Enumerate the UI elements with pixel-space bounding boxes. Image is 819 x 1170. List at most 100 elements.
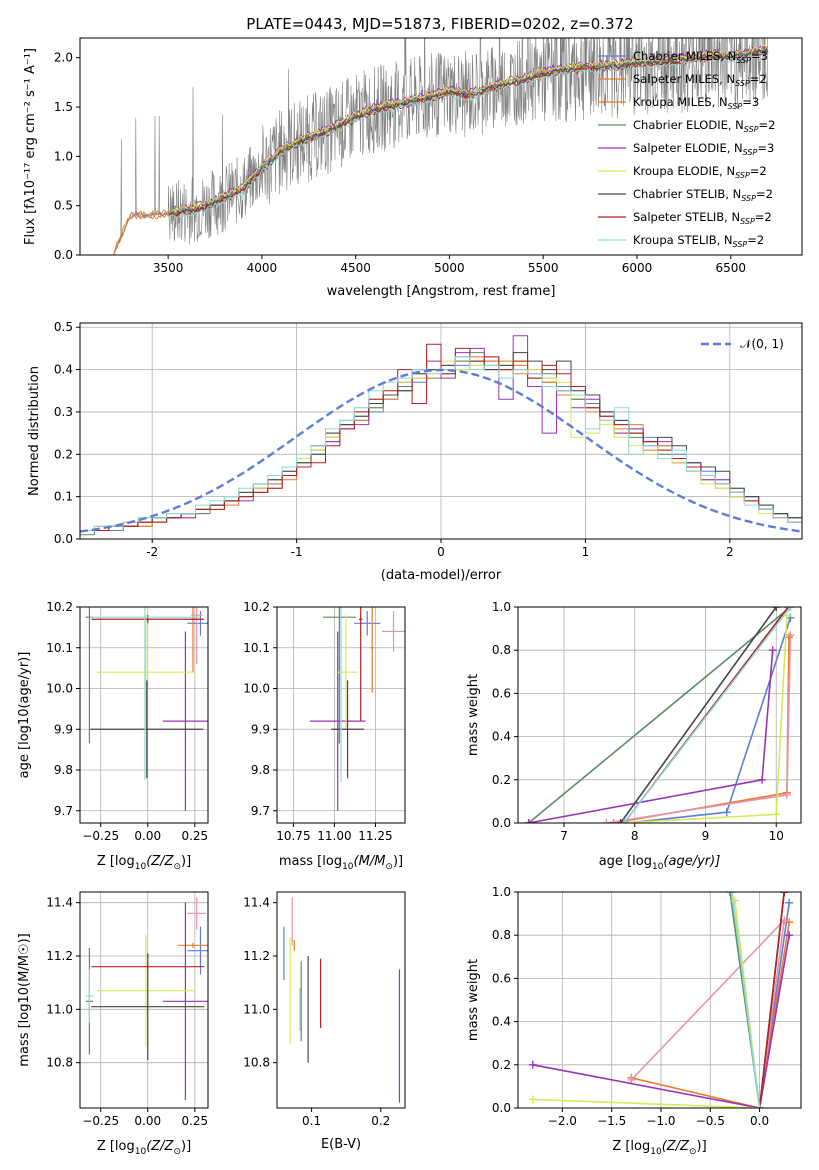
plus-marker bbox=[768, 646, 777, 655]
error-bar bbox=[162, 631, 208, 811]
plus-marker bbox=[730, 896, 739, 905]
label-part: (Z/Z bbox=[662, 1139, 690, 1154]
age-vs-Z-panel: −0.25 0.00 0.25 9.7 9.8 9.9 10.0 10.1 10.2 Z [log… bbox=[17, 600, 209, 872]
y-tick-label: 9.9 bbox=[251, 722, 270, 736]
label-part: )] bbox=[181, 1139, 191, 1154]
legend-subscript: SSP bbox=[735, 171, 750, 180]
y-tick-label: 0.8 bbox=[492, 643, 511, 657]
error-bar bbox=[91, 953, 205, 1060]
legend-text: Salpeter ELODIE, N bbox=[633, 141, 743, 155]
figure-title: PLATE=0443, MJD=51873, FIBERID=0202, z=0… bbox=[246, 15, 633, 33]
legend-subscript: SSP bbox=[728, 102, 743, 111]
mass-weight-line bbox=[606, 635, 792, 823]
legend-text: =3 bbox=[757, 141, 774, 155]
label-subscript: ⊙ bbox=[173, 862, 181, 872]
error-bar bbox=[91, 964, 205, 970]
label-part: Z [log bbox=[97, 854, 135, 869]
y-tick-label: 0.4 bbox=[492, 730, 511, 744]
x-tick-label: 0.00 bbox=[134, 1114, 161, 1128]
mass-weight-vs-Z-panel: −2.0 −1.5 −1.0 −0.5 0.0 0.0 0.2 0.4 0.6 0.8 1.0 Z [… bbox=[466, 885, 802, 1157]
label-part: (Z/Z bbox=[146, 854, 174, 869]
y-tick-label: 9.7 bbox=[54, 804, 73, 818]
label-part: )] bbox=[181, 854, 191, 869]
x-axis-label: age [log10(age/yr)] bbox=[599, 854, 721, 872]
legend-text: =2 bbox=[755, 210, 772, 224]
y-axis-label: mass [log10(M/M☉)] bbox=[17, 933, 32, 1066]
legend-text: =2 bbox=[750, 164, 767, 178]
label-subscript: 10 bbox=[650, 1147, 662, 1157]
y-axis-label: age [log10(age/yr)] bbox=[17, 652, 32, 779]
histogram-step-line bbox=[80, 356, 802, 531]
mass-weight-line bbox=[731, 892, 761, 1108]
legend-label: Salpeter MILES, NSSP=2 bbox=[633, 72, 767, 88]
y-axis-label: Flux [fλ10⁻¹⁷ erg cm⁻² s⁻¹ A⁻¹] bbox=[23, 48, 38, 245]
label-subscript: ⊙ bbox=[689, 1147, 697, 1157]
mass-weight-line bbox=[619, 607, 777, 823]
x-tick-label: −2.0 bbox=[548, 1114, 577, 1128]
model-series-line bbox=[169, 44, 769, 213]
plus-marker bbox=[602, 819, 611, 823]
legend-subscript: SSP bbox=[744, 125, 759, 134]
label-subscript: 10 bbox=[342, 862, 354, 872]
y-tick-label: 0.5 bbox=[54, 320, 73, 334]
x-tick-label: 5500 bbox=[528, 261, 559, 275]
error-bar bbox=[309, 631, 366, 811]
x-axis-label: Z [log10(Z/Z⊙)] bbox=[97, 854, 191, 872]
axes-frame bbox=[276, 891, 406, 1109]
plus-marker bbox=[786, 607, 795, 611]
y-tick-label: 10.0 bbox=[243, 682, 270, 696]
x-tick-label: 10.75 bbox=[276, 829, 310, 843]
y-tick-label: 11.2 bbox=[243, 949, 270, 963]
label-subscript: ⊙ bbox=[385, 862, 393, 872]
y-tick-label: 1.5 bbox=[54, 100, 73, 114]
legend-text: Salpeter MILES, N bbox=[633, 72, 735, 86]
axes-frame bbox=[79, 891, 209, 1109]
legend-text: Chabrier STELIB, N bbox=[633, 187, 741, 201]
mass-weight-line bbox=[532, 935, 790, 1108]
y-tick-label: 11.4 bbox=[243, 896, 270, 910]
y-tick-label: 9.8 bbox=[251, 763, 270, 777]
y-axis-label: mass weight bbox=[466, 674, 481, 756]
legend-label: Chabrier STELIB, NSSP=2 bbox=[633, 187, 773, 203]
error-bar bbox=[90, 607, 200, 781]
y-tick-label: 11.0 bbox=[46, 1002, 73, 1016]
x-tick-label: 10 bbox=[769, 829, 784, 843]
axes-frame bbox=[79, 606, 209, 824]
y-tick-label: 10.0 bbox=[46, 682, 73, 696]
legend-label: Chabrier MILES, NSSP=3 bbox=[633, 49, 768, 65]
plus-marker bbox=[772, 607, 781, 611]
y-tick-label: 11.2 bbox=[46, 949, 73, 963]
legend-text: Kroupa MILES, N bbox=[633, 95, 728, 109]
y-tick-label: 0.0 bbox=[492, 1101, 511, 1115]
plus-marker bbox=[785, 918, 794, 927]
x-tick-label: −0.5 bbox=[696, 1114, 725, 1128]
x-tick-label: 9 bbox=[702, 829, 710, 843]
y-tick-label: 0.8 bbox=[492, 928, 511, 942]
x-tick-label: 6000 bbox=[622, 261, 653, 275]
label-part: Z [log bbox=[612, 1139, 650, 1154]
mass-weight-line bbox=[631, 922, 790, 1108]
age-vs-mass-panel: 10.75 11.00 11.25 9.7 9.8 9.9 10.0 10.1 10.2 mass… bbox=[243, 600, 406, 872]
y-tick-label: 0.2 bbox=[54, 447, 73, 461]
plus-marker bbox=[780, 892, 789, 896]
legend-subscript: SSP bbox=[735, 79, 750, 88]
plus-marker bbox=[726, 892, 735, 896]
y-tick-label: 1.0 bbox=[492, 600, 511, 614]
legend-subscript: SSP bbox=[743, 148, 758, 157]
x-tick-label: 0.0 bbox=[750, 1114, 769, 1128]
y-tick-label: 0.0 bbox=[54, 532, 73, 546]
error-bar bbox=[334, 615, 358, 730]
y-tick-label: 0.1 bbox=[54, 490, 73, 504]
y-tick-label: 0.2 bbox=[492, 773, 511, 787]
plus-marker bbox=[782, 790, 791, 799]
plus-marker bbox=[786, 631, 795, 640]
legend-label: Salpeter ELODIE, NSSP=3 bbox=[633, 141, 774, 157]
x-tick-label: 6500 bbox=[715, 261, 746, 275]
label-part: )] bbox=[393, 854, 403, 869]
legend-subscript: SSP bbox=[741, 194, 756, 203]
x-tick-label: 0.1 bbox=[302, 1114, 321, 1128]
y-tick-label: 0.4 bbox=[54, 363, 73, 377]
